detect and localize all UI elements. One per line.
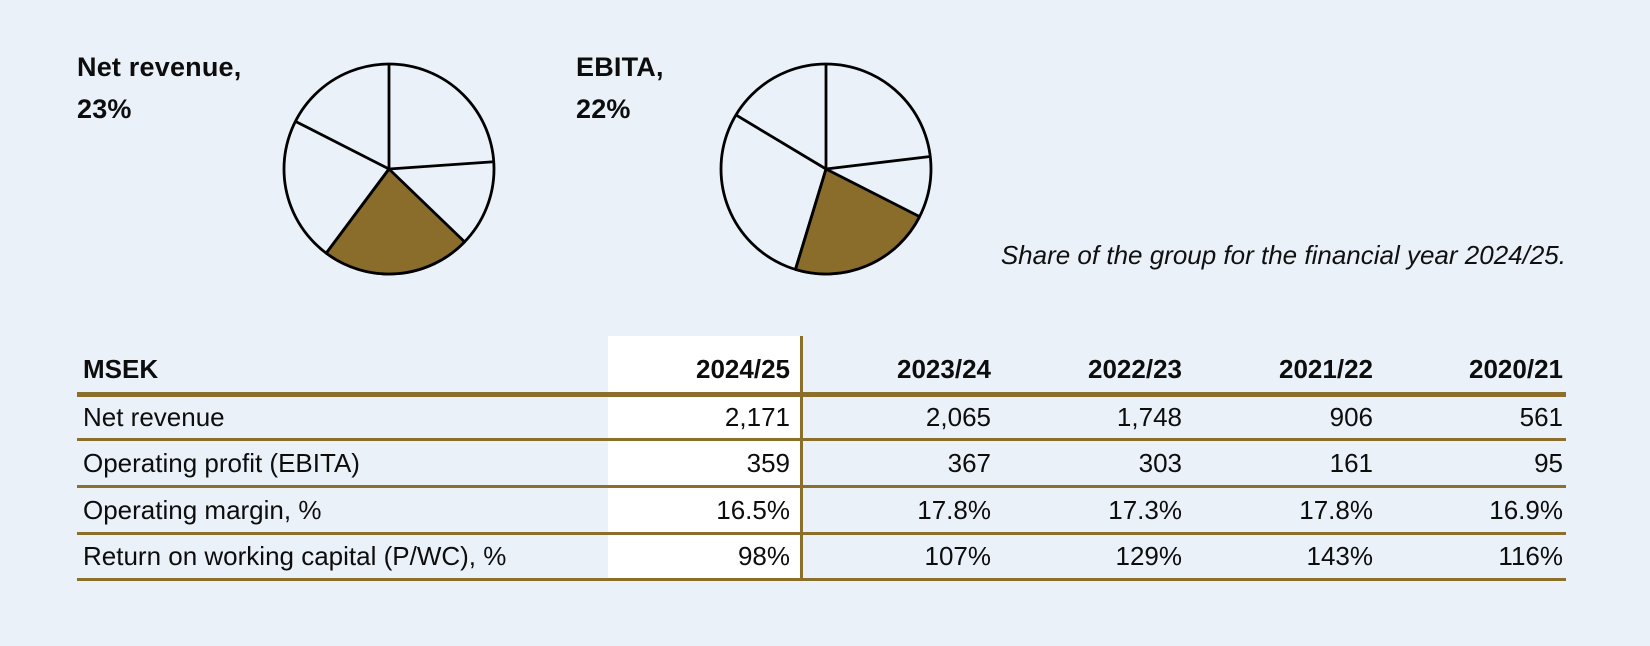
cell-value: 561	[1519, 402, 1563, 432]
pie-label-net-revenue-pct: 23%	[77, 94, 132, 124]
cell-value: 107%	[924, 541, 992, 571]
cell-value: 2,171	[724, 402, 790, 432]
row-label: Return on working capital (P/WC), %	[83, 541, 507, 571]
cell-value: 1,748	[1116, 402, 1182, 432]
row-label: Net revenue	[83, 402, 225, 432]
table-row-net-revenue: Net revenue 2,171 2,065 1,748 906 561	[77, 397, 1566, 441]
cell-value: 359	[746, 447, 790, 478]
cell-value: 161	[1329, 447, 1373, 478]
pie-chart-net-revenue	[282, 62, 496, 276]
pie-label-net-revenue: Net revenue, 23%	[77, 46, 241, 130]
cell-value: 95	[1534, 447, 1563, 478]
pie-label-ebita-pct: 22%	[576, 94, 631, 124]
table-header-row: MSEK 2024/25 2023/24 2022/23 2021/22 202…	[77, 336, 1566, 397]
cell-value: 367	[947, 447, 991, 478]
pie-chart-ebita	[719, 62, 933, 276]
table-row-return-on-working-capital: Return on working capital (P/WC), % 98% …	[77, 535, 1566, 581]
row-label: Operating profit (EBITA)	[83, 447, 360, 478]
cell-value: 16.5%	[716, 494, 790, 525]
table-row-operating-margin: Operating margin, % 16.5% 17.8% 17.3% 17…	[77, 488, 1566, 535]
current-year-column-divider	[800, 336, 803, 581]
cell-value: 129%	[1115, 541, 1183, 571]
cell-value: 17.8%	[1299, 494, 1373, 525]
pie-label-ebita-line1: EBITA,	[576, 52, 664, 82]
column-header-2022-23: 2022/23	[1088, 354, 1182, 384]
financial-table: MSEK 2024/25 2023/24 2022/23 2021/22 202…	[77, 336, 1566, 581]
cell-value: 17.3%	[1108, 494, 1182, 525]
column-header-2023-24: 2023/24	[897, 354, 991, 384]
caption-share-of-group: Share of the group for the financial yea…	[1000, 240, 1566, 270]
cell-value: 16.9%	[1489, 494, 1563, 525]
pie-label-ebita: EBITA, 22%	[576, 46, 664, 130]
cell-value: 303	[1138, 447, 1182, 478]
row-label: Operating margin, %	[83, 494, 322, 525]
cell-value: 98%	[737, 541, 790, 571]
column-header-2021-22: 2021/22	[1279, 354, 1373, 384]
column-header-2024-25: 2024/25	[696, 354, 790, 384]
cell-value: 2,065	[925, 402, 991, 432]
column-header-2020-21: 2020/21	[1469, 354, 1563, 384]
column-header-unit: MSEK	[83, 354, 159, 384]
pie-label-net-revenue-line1: Net revenue,	[77, 52, 242, 82]
table-row-operating-profit: Operating profit (EBITA) 359 367 303 161…	[77, 441, 1566, 488]
cell-value: 906	[1329, 402, 1373, 432]
cell-value: 17.8%	[917, 494, 991, 525]
current-year-column-highlight	[608, 336, 800, 581]
cell-value: 143%	[1306, 541, 1374, 571]
cell-value: 116%	[1498, 541, 1563, 571]
